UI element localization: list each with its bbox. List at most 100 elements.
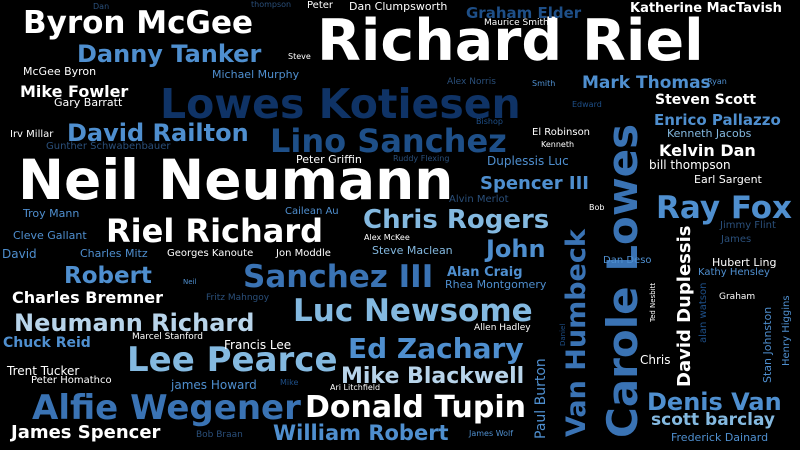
word-steven-scott: Steven Scott (655, 92, 757, 108)
word-peter-griffin: Peter Griffin (296, 153, 362, 166)
word-neumann-richard: Neumann Richard (14, 309, 255, 337)
word-irv-millar: Irv Millar (10, 129, 54, 140)
word-hubert-ling: Hubert Ling (712, 256, 777, 269)
word-carole-lowes: Carole Lowes (598, 123, 647, 438)
word-steve: Steve (288, 52, 311, 61)
word-ari-litchfield: Ari Litchfield (330, 383, 381, 392)
word-david-railton: David Railton (67, 119, 249, 147)
word-cleve-gallant: Cleve Gallant (13, 229, 87, 242)
word-richard-riel: Richard Riel (317, 8, 704, 74)
word-daniel: Daniel (559, 323, 567, 346)
word-jimmy-flint: Jimmy Flint (720, 220, 776, 231)
word-michael-murphy: Michael Murphy (212, 68, 300, 81)
word-stan-johnston: Stan Johnston (761, 306, 774, 383)
word-ryan: Ryan (707, 77, 727, 86)
word-sanchez-iii: Sanchez III (243, 259, 434, 295)
word-bob: Bob (589, 203, 605, 212)
word-chris-rogers: Chris Rogers (363, 205, 550, 235)
word-mcgee-byron: McGee Byron (23, 65, 97, 78)
word-francis-lee: Francis Lee (224, 338, 292, 352)
word-lee-pearce: Lee Pearce (127, 340, 338, 380)
word-mark-thomas: Mark Thomas (582, 73, 711, 93)
word-chuck-reid: Chuck Reid (3, 335, 91, 351)
word-van-humbeck: Van Humbeck (561, 229, 592, 437)
word-ruddy-flexing: Ruddy Flexing (393, 154, 450, 163)
word-cailean-au: Cailean Au (285, 206, 339, 217)
word-lowes-kotiesen: Lowes Kotiesen (160, 80, 521, 128)
word-allen-hadley: Allen Hadley (474, 323, 531, 333)
word-trent-tucker: Trent Tucker (7, 364, 80, 378)
word-james-howard: james Howard (171, 378, 257, 392)
word-david: David (2, 247, 37, 261)
word-frederick-dainard: Frederick Dainard (671, 431, 769, 444)
word-dan-deso: Dan Deso (603, 255, 652, 266)
word-alvin-merlot: Alvin Merlot (449, 194, 509, 205)
word-kelvin-dan: Kelvin Dan (659, 141, 756, 160)
word-donald-tupin: Donald Tupin (305, 390, 526, 425)
word-henry-higgins: Henry Higgins (781, 295, 792, 366)
word-james-spencer: James Spencer (11, 422, 161, 443)
word-katherine-mactavish: Katherine MacTavish (630, 1, 782, 16)
word-georges-kanoute: Georges Kanoute (167, 248, 254, 259)
word-neil: Neil (183, 278, 197, 286)
word-alfie-wegener: Alfie Wegener (32, 388, 301, 428)
word-mike-fowler: Mike Fowler (20, 82, 129, 101)
word-charles-mitz: Charles Mitz (80, 247, 148, 260)
word-peter: Peter (307, 0, 334, 11)
word-kenneth: Kenneth (541, 140, 575, 149)
word-david-duplessis: David Duplessis (674, 225, 695, 387)
word-enrico-pallazzo: Enrico Pallazzo (654, 111, 781, 129)
word-thompson: thompson (251, 0, 292, 9)
word-bill-thompson: bill thompson (649, 158, 731, 172)
word-alex-norris: Alex Norris (447, 77, 496, 87)
word-john: John (486, 235, 546, 263)
word-alex-mckee: Alex McKee (364, 233, 410, 242)
word-el-robinson: El Robinson (532, 127, 591, 138)
word-kenneth-jacobs: Kenneth Jacobs (667, 127, 752, 140)
word-ed-zachary: Ed Zachary (348, 332, 524, 365)
word-neil-neumann: Neil Neumann (18, 148, 454, 212)
word-bob-braan: Bob Braan (196, 430, 243, 440)
word-james-wolf: James Wolf (469, 429, 514, 438)
word-bishop: Bishop (476, 117, 503, 126)
word-james: James (721, 234, 752, 245)
word-denis-van: Denis Van (647, 388, 782, 416)
word-gunther-schwabenbauer: Gunther Schwabenbauer (46, 141, 171, 152)
word-graham-elder: Graham Elder (466, 4, 582, 22)
word-luc-newsome: Luc Newsome (293, 293, 533, 329)
word-smith: Smith (532, 79, 556, 88)
word-graham: Graham (719, 292, 756, 302)
word-scott-barclay: scott barclay (651, 410, 776, 430)
word-peter-homathco: Peter Homathco (31, 375, 112, 386)
word-jon-moddle: Jon Moddle (276, 248, 331, 259)
word-steve-maclean: Steve Maclean (372, 244, 453, 257)
word-charles-bremner: Charles Bremner (12, 288, 163, 307)
word-maurice-smith: Maurice Smith (484, 18, 549, 28)
word-marcel-stanford: Marcel Stanford (132, 332, 204, 342)
word-dan: Dan (93, 2, 110, 11)
word-danny-tanker: Danny Tanker (77, 40, 262, 68)
word-dan-clumpsworth: Dan Clumpsworth (349, 0, 448, 13)
word-spencer-iii: Spencer III (480, 173, 589, 194)
word-kathy-hensley: Kathy Hensley (698, 267, 770, 278)
word-earl-sargent: Earl Sargent (694, 173, 762, 186)
word-gary-barratt: Gary Barratt (54, 96, 123, 109)
word-robert: Robert (64, 263, 152, 289)
word-mike: Mike (280, 378, 299, 387)
word-lino-sanchez: Lino Sanchez (270, 122, 507, 160)
word-edward: Edward (572, 100, 602, 109)
word-alan-craig: Alan Craig (447, 265, 523, 280)
word-byron-mcgee: Byron McGee (23, 5, 254, 41)
word-rhea-montgomery: Rhea Montgomery (445, 278, 547, 291)
word-paul-burton: Paul Burton (533, 358, 549, 439)
word-ted-nesbitt: Ted Nesbitt (649, 282, 657, 322)
word-william-robert: William Robert (273, 421, 449, 445)
word-ray-fox: Ray Fox (656, 190, 793, 226)
word-duplessis-luc: Duplessis Luc (487, 154, 569, 168)
word-mike-blackwell: Mike Blackwell (341, 364, 525, 389)
word-troy-mann: Troy Mann (23, 207, 80, 220)
word-riel-richard: Riel Richard (106, 212, 324, 250)
word-fritz-mahngoy: Fritz Mahngoy (206, 293, 270, 303)
word-alan-watson: alan watson (698, 282, 709, 343)
